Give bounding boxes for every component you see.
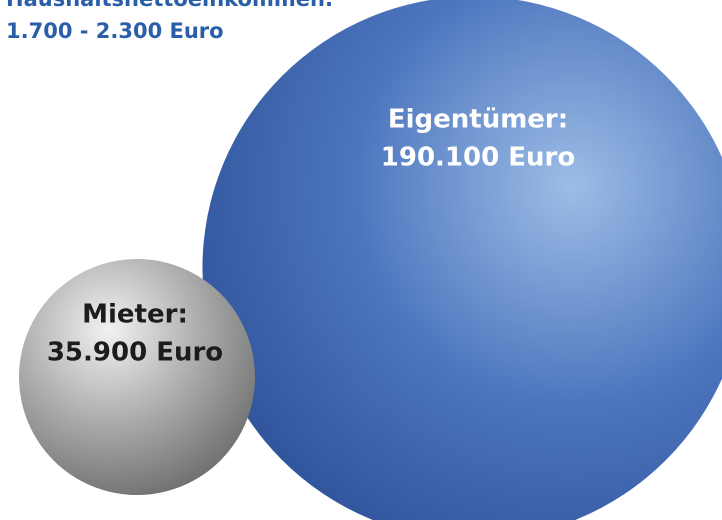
bubble-label: Mieter:: [82, 300, 188, 330]
bubble: [202, 0, 722, 520]
bubble: [19, 259, 255, 495]
value-label: 190.100 Euro: [381, 143, 575, 173]
chart-subtitle: 1.700 - 2.300 Euro: [6, 19, 224, 43]
bubble-label: Eigentümer:: [388, 105, 568, 135]
value-label: 35.900 Euro: [47, 338, 223, 368]
chart-title: Haushaltsnettoeinkommen:: [6, 0, 333, 11]
